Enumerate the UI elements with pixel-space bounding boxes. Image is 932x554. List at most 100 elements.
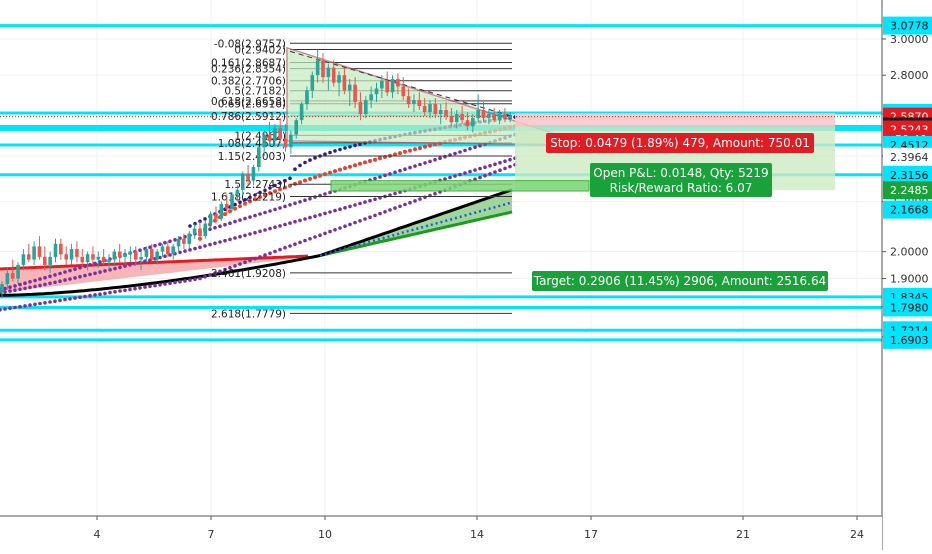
- purple-ma-low-dot: [228, 265, 232, 270]
- red-dotted-ma-dot: [398, 151, 402, 156]
- candle-body: [53, 243, 58, 257]
- candle-body: [240, 173, 245, 190]
- purple-ma-low-dot: [128, 287, 132, 292]
- red-dotted-ma-dot: [363, 160, 367, 165]
- price-tick-label: 2.0000: [890, 246, 929, 259]
- purple-ma-low-dot: [0, 308, 2, 312]
- candle-body: [438, 110, 443, 115]
- red-dotted-ma-dot: [373, 157, 377, 162]
- purple-ma-slow-dot: [308, 215, 312, 220]
- purple-ma-low-dot: [33, 302, 37, 307]
- red-dotted-ma-dot: [313, 175, 317, 180]
- purple-ma-slow-dot: [163, 254, 167, 258]
- target-label-text: Target: 0.2906 (11.45%) 2906, Amount: 25…: [533, 274, 827, 288]
- purple-ma-low-dot: [108, 290, 112, 295]
- candle-body: [305, 90, 309, 105]
- purple-ma-slow-dot: [468, 169, 472, 174]
- purple-ma-slow-dot: [443, 177, 447, 181]
- candle-body: [64, 254, 68, 260]
- purple-ma-slow-dot: [338, 207, 342, 211]
- purple-ma-low-dot: [8, 306, 12, 311]
- navy-dotted-ma-dot: [188, 224, 192, 228]
- blue-dotted-ma: [319, 201, 513, 257]
- candle-body: [471, 118, 475, 127]
- red-dotted-ma-dot: [273, 189, 277, 194]
- purple-ma-mid-dot: [383, 173, 387, 178]
- purple-ma-slow-dot: [188, 248, 192, 252]
- purple-ma-mid-dot: [433, 158, 437, 162]
- candle-body: [0, 284, 4, 293]
- price-badge-bg: [883, 165, 932, 184]
- purple-ma-low-dot: [403, 202, 407, 207]
- candle-body: [310, 75, 315, 91]
- purple-ma-slow-dot: [273, 225, 277, 229]
- position-tool: Stop: 0.0479 (1.89%) 479, Amount: 750.01…: [0, 113, 882, 291]
- navy-dotted-ma-dot: [238, 200, 242, 204]
- price-badge: 2.1668: [883, 200, 932, 219]
- purple-ma-low-dot: [238, 262, 242, 266]
- purple-ma-low-dot: [38, 301, 42, 306]
- purple-ma-low-dot: [293, 242, 297, 246]
- price-badge-text: 2.2485: [890, 184, 929, 197]
- purple-ma-low-dot: [83, 294, 87, 299]
- purple-ma-mid-dot: [373, 176, 377, 181]
- candle-body: [214, 213, 218, 219]
- purple-ma-low-dot: [18, 304, 22, 309]
- red-dotted-ma-dot: [283, 185, 287, 190]
- candle-body: [278, 128, 282, 139]
- purple-ma-low-dot: [73, 296, 77, 300]
- purple-ma-slow-dot: [183, 249, 187, 253]
- candle-body: [117, 251, 122, 257]
- navy-dotted-ma-dot: [343, 146, 347, 150]
- purple-ma-mid-dot: [278, 206, 282, 210]
- red-dotted-ma-dot: [428, 143, 432, 148]
- purple-ma-low-dot: [483, 173, 487, 178]
- purple-ma-mid-dot: [468, 147, 472, 151]
- navy-dotted-ma-dot: [328, 150, 332, 155]
- purple-ma-slow-dot: [488, 163, 492, 168]
- price-badge-text: 1.7980: [890, 301, 929, 314]
- fib-level-label: 0.786(2.5912): [211, 111, 286, 123]
- candle-body: [91, 254, 95, 260]
- candle-body: [380, 80, 384, 89]
- purple-ma-slow-dot: [193, 246, 197, 251]
- purple-ma-mid-dot: [453, 151, 457, 156]
- purple-ma-slow-dot: [118, 265, 122, 270]
- navy-dotted-ma-dot: [298, 163, 302, 168]
- purple-ma-slow-dot: [238, 234, 242, 239]
- purple-ma-slow-dot: [393, 191, 397, 196]
- purple-ma-low-dot: [68, 297, 72, 301]
- navy-dotted-ma-dot: [268, 186, 272, 190]
- purple-ma-slow-dot: [178, 250, 182, 255]
- navy-dotted-ma-dot: [333, 149, 337, 153]
- purple-ma-mid-dot: [403, 167, 407, 171]
- purple-ma-mid-dot: [48, 274, 52, 279]
- purple-ma-slow-dot: [28, 285, 32, 290]
- purple-ma-slow-dot: [53, 280, 57, 285]
- purple-ma-slow-dot: [13, 288, 17, 293]
- purple-ma-low: [0, 163, 517, 312]
- purple-ma-mid-dot: [243, 216, 247, 221]
- candle-body: [59, 243, 63, 255]
- candle-body: [133, 251, 138, 260]
- purple-ma-mid-dot: [413, 164, 417, 168]
- candle-body: [182, 238, 186, 244]
- purple-ma-slow-dot: [228, 237, 232, 242]
- candle-body: [176, 238, 181, 247]
- price-badge-bg: [883, 298, 932, 317]
- price-badge-bg: [883, 330, 932, 349]
- purple-ma-low-dot: [318, 233, 322, 237]
- red-cloud: [0, 255, 320, 293]
- price-badge-text: 1.6903: [890, 334, 929, 347]
- price-badge: 2.3964: [883, 147, 932, 166]
- purple-ma-low-dot: [488, 172, 492, 176]
- purple-ma-mid-dot: [58, 271, 62, 276]
- purple-ma-slow-dot: [223, 238, 227, 243]
- fib-level-label: 2.618(1.7779): [211, 308, 286, 320]
- purple-ma-low-dot: [53, 299, 57, 304]
- purple-ma-low-dot: [503, 166, 507, 171]
- red-dotted-ma-dot: [423, 144, 427, 149]
- purple-ma-slow-dot: [78, 274, 82, 279]
